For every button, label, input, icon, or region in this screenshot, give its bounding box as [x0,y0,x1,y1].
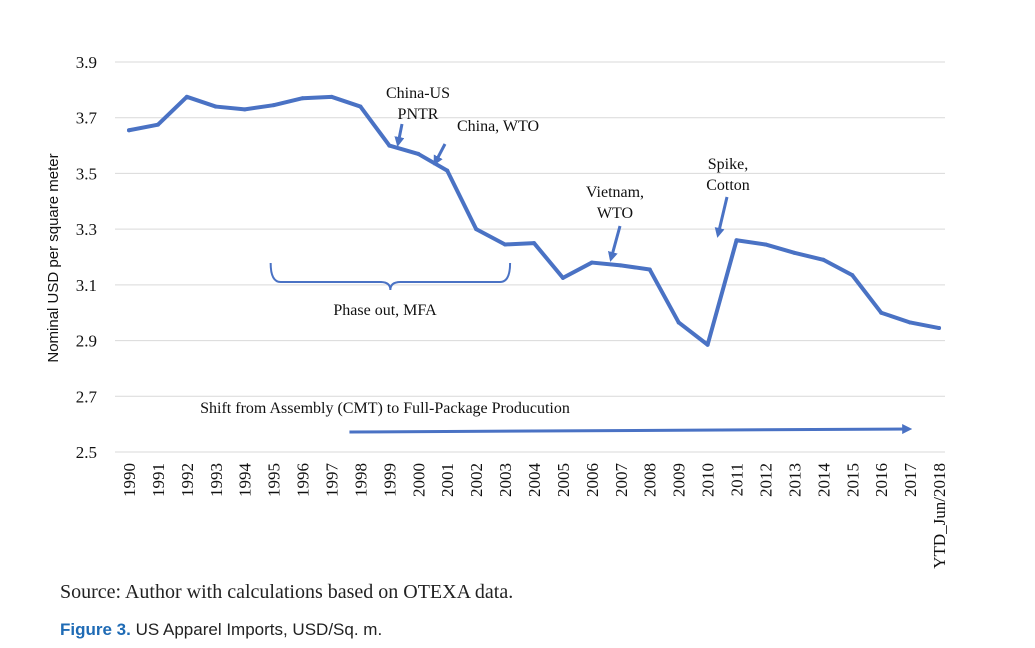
gridlines [115,61,945,453]
caption-text: US Apparel Imports, USD/Sq. m. [135,620,383,639]
x-tick-label: 1991 [149,463,168,497]
data-point [676,320,681,325]
x-tick-label: 2005 [554,463,573,497]
x-axis-ticks: 1990 1991 1992 1993 1994 1995 1996 1997 1998 1999… [120,463,949,569]
figure-label: Figure 3. [60,620,131,639]
x-tick-label: 2012 [756,463,775,497]
annotation-label: PNTR [398,106,439,123]
x-tick-label: 2000 [409,463,428,497]
data-point [184,94,189,99]
data-point [474,227,479,232]
y-tick-label: 3.3 [76,220,97,239]
data-point [387,143,392,148]
data-point [589,260,594,265]
data-point [908,320,913,325]
x-tick-label: 2008 [641,463,660,497]
data-point [213,104,218,109]
x-tick-label: 1999 [380,463,399,497]
data-point [879,310,884,315]
x-tick-label: 2010 [699,463,718,497]
data-point [358,104,363,109]
data-point [503,242,508,247]
annotation-label: Shift from Assembly (CMT) to Full-Packag… [200,400,570,417]
annotation-label: China-US [386,85,450,102]
annotations: China-US PNTR China, WTO Vietnam, WTO Spike, C… [200,85,913,435]
x-tick-label: 1993 [207,463,226,497]
x-tick-label: 2017 [901,463,920,498]
data-point [763,242,768,247]
x-tick-label: 1996 [294,463,313,497]
data-point [329,94,334,99]
x-tick-label: 1995 [265,463,284,497]
x-tick-label: 2014 [814,463,833,498]
data-point [647,267,652,272]
source-note: Source: Author with calculations based o… [60,581,513,603]
y-tick-label: 3.5 [76,164,97,183]
data-point [127,128,131,133]
annotation-label: Cotton [706,177,750,194]
data-point [271,103,276,108]
x-tick-label: 2015 [843,463,862,497]
data-point [560,275,565,280]
data-point [734,238,739,243]
phase-out-bracket [269,262,512,291]
figure-caption: Figure 3. US Apparel Imports, USD/Sq. m. [60,620,382,640]
y-tick-label: 3.1 [76,276,97,295]
x-tick-label: 1997 [323,463,342,498]
x-tick-label: 2003 [496,463,515,497]
x-tick-label: 1992 [178,463,197,497]
x-tick-label: 1998 [351,463,370,497]
data-point [618,263,623,268]
x-tick-label: 2006 [583,463,602,497]
shift-arrow [349,424,913,435]
annotation-arrow [433,143,447,166]
y-tick-label: 2.9 [76,332,97,351]
annotation-label: Phase out, MFA [333,302,437,319]
y-axis-ticks: 3.9 3.7 3.5 3.3 3.1 2.9 2.7 2.5 [76,53,98,462]
y-axis-label: Nominal USD per square meter [45,153,62,362]
x-tick-label: 2002 [467,463,486,497]
data-point [792,250,797,255]
x-tick-label: 2004 [525,463,544,498]
x-tick-label: 2016 [872,463,891,497]
data-series [127,94,942,347]
data-point [242,107,247,112]
annotation-arrow [714,196,729,238]
data-point [532,241,537,246]
x-tick-label: 1994 [236,463,255,498]
x-tick-label: 2001 [438,463,457,497]
data-point [937,326,942,331]
data-point [705,342,710,347]
annotation-arrow [394,123,405,147]
annotation-label: Spike, [708,156,748,173]
annotation-label: Vietnam, [586,184,644,201]
x-tick-label: YTD_Jun/2018 [930,463,949,569]
annotation-arrow [608,225,622,262]
data-point [850,273,855,278]
y-tick-label: 2.5 [76,443,97,462]
x-tick-label: 2011 [728,463,747,496]
y-tick-label: 3.7 [76,109,98,128]
data-point [416,151,421,156]
x-tick-label: 2013 [785,463,804,497]
data-point [155,122,160,127]
y-tick-label: 2.7 [76,387,98,406]
x-tick-label: 2007 [612,463,631,498]
x-tick-label: 1990 [120,463,139,497]
data-point [300,96,305,101]
data-point [821,257,826,262]
x-tick-label: 2009 [670,463,689,497]
data-point [445,168,450,173]
y-tick-label: 3.9 [76,53,97,72]
annotation-label: China, WTO [457,118,539,135]
annotation-label: WTO [597,205,633,222]
